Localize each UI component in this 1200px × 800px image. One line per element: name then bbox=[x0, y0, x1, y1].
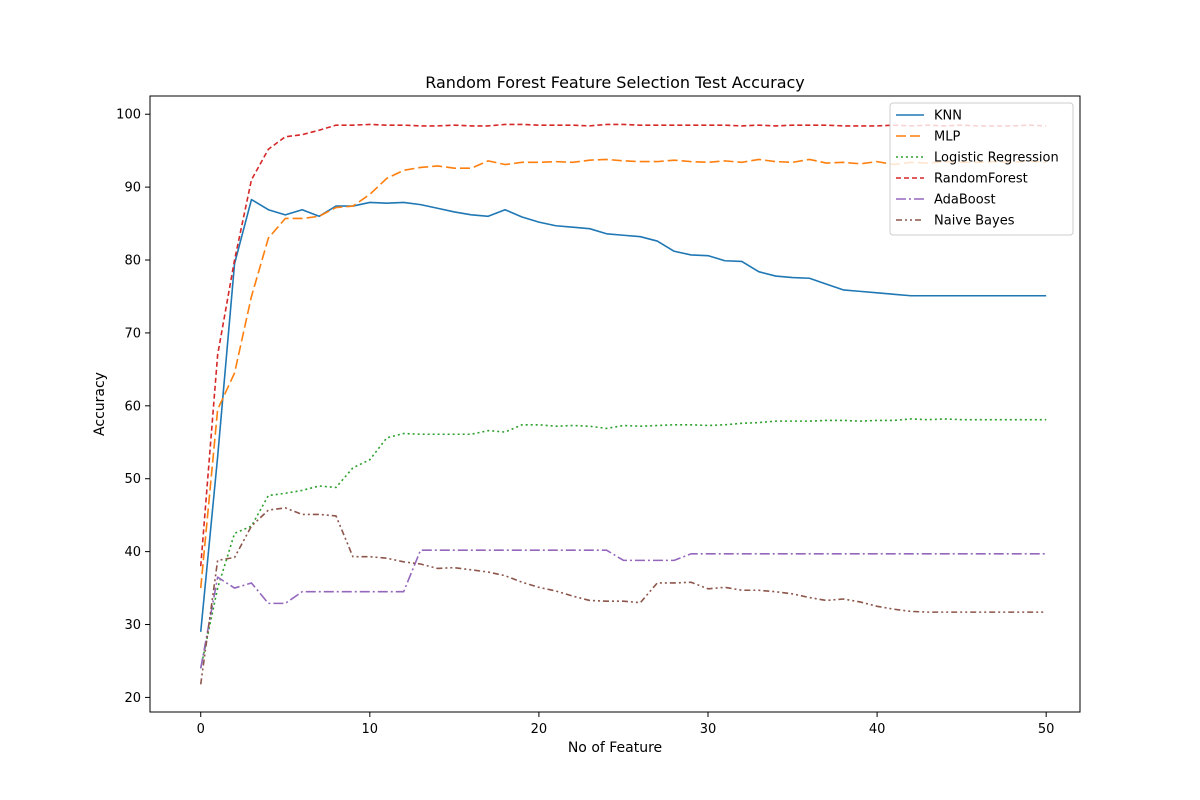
y-axis: 20 30 40 50 60 70 80 90 100 bbox=[116, 108, 150, 706]
legend-label: AdaBoost bbox=[934, 193, 996, 208]
y-tick-label: 20 bbox=[124, 691, 141, 706]
y-tick-label: 30 bbox=[124, 618, 141, 633]
legend-label: KNN bbox=[934, 109, 962, 124]
x-axis-label: No of Feature bbox=[568, 740, 662, 756]
series-line-adaboost bbox=[199, 549, 1047, 669]
y-tick-label: 60 bbox=[124, 399, 141, 414]
legend-label: Naive Bayes bbox=[934, 214, 1015, 229]
x-tick-label: 50 bbox=[1038, 722, 1055, 737]
x-axis: 0 10 20 30 40 50 bbox=[197, 712, 1055, 737]
x-tick-label: 40 bbox=[869, 722, 886, 737]
series-line-logistic-regression bbox=[199, 418, 1047, 669]
x-tick-label: 20 bbox=[531, 722, 548, 737]
legend-label: MLP bbox=[934, 130, 960, 145]
y-tick-label: 100 bbox=[116, 108, 141, 123]
y-tick-label: 80 bbox=[124, 254, 141, 269]
x-tick-label: 10 bbox=[362, 722, 379, 737]
chart-title: Random Forest Feature Selection Test Acc… bbox=[425, 73, 805, 92]
legend-label: Logistic Regression bbox=[934, 151, 1059, 166]
x-tick-label: 0 bbox=[197, 722, 205, 737]
y-tick-label: 40 bbox=[124, 545, 141, 560]
legend-label: RandomForest bbox=[934, 172, 1028, 187]
y-tick-label: 50 bbox=[124, 472, 141, 487]
legend: KNN MLP Logistic Regression RandomForest Ada… bbox=[889, 102, 1074, 236]
y-tick-label: 70 bbox=[124, 326, 141, 341]
plot-frame bbox=[149, 95, 1081, 713]
y-tick-label: 90 bbox=[124, 181, 141, 196]
series-line-naive-bayes bbox=[199, 507, 1047, 685]
y-axis-label: Accuracy bbox=[92, 372, 108, 436]
legend-box bbox=[889, 102, 1074, 236]
series-line-knn bbox=[199, 198, 1047, 632]
x-tick-label: 30 bbox=[700, 722, 717, 737]
